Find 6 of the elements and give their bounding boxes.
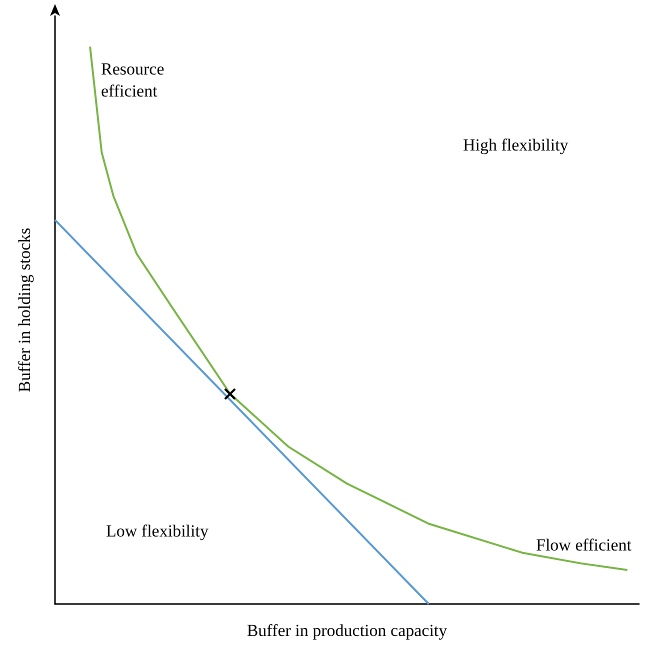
x-axis-title: Buffer in production capacity <box>246 621 448 640</box>
annotation: Low flexibility <box>106 522 209 540</box>
annotation: High flexibility <box>463 136 569 154</box>
annotation: Resource efficient <box>101 60 164 100</box>
annotation: Flow efficient <box>536 536 632 554</box>
y-axis-title: Buffer in holding stocks <box>15 228 34 392</box>
